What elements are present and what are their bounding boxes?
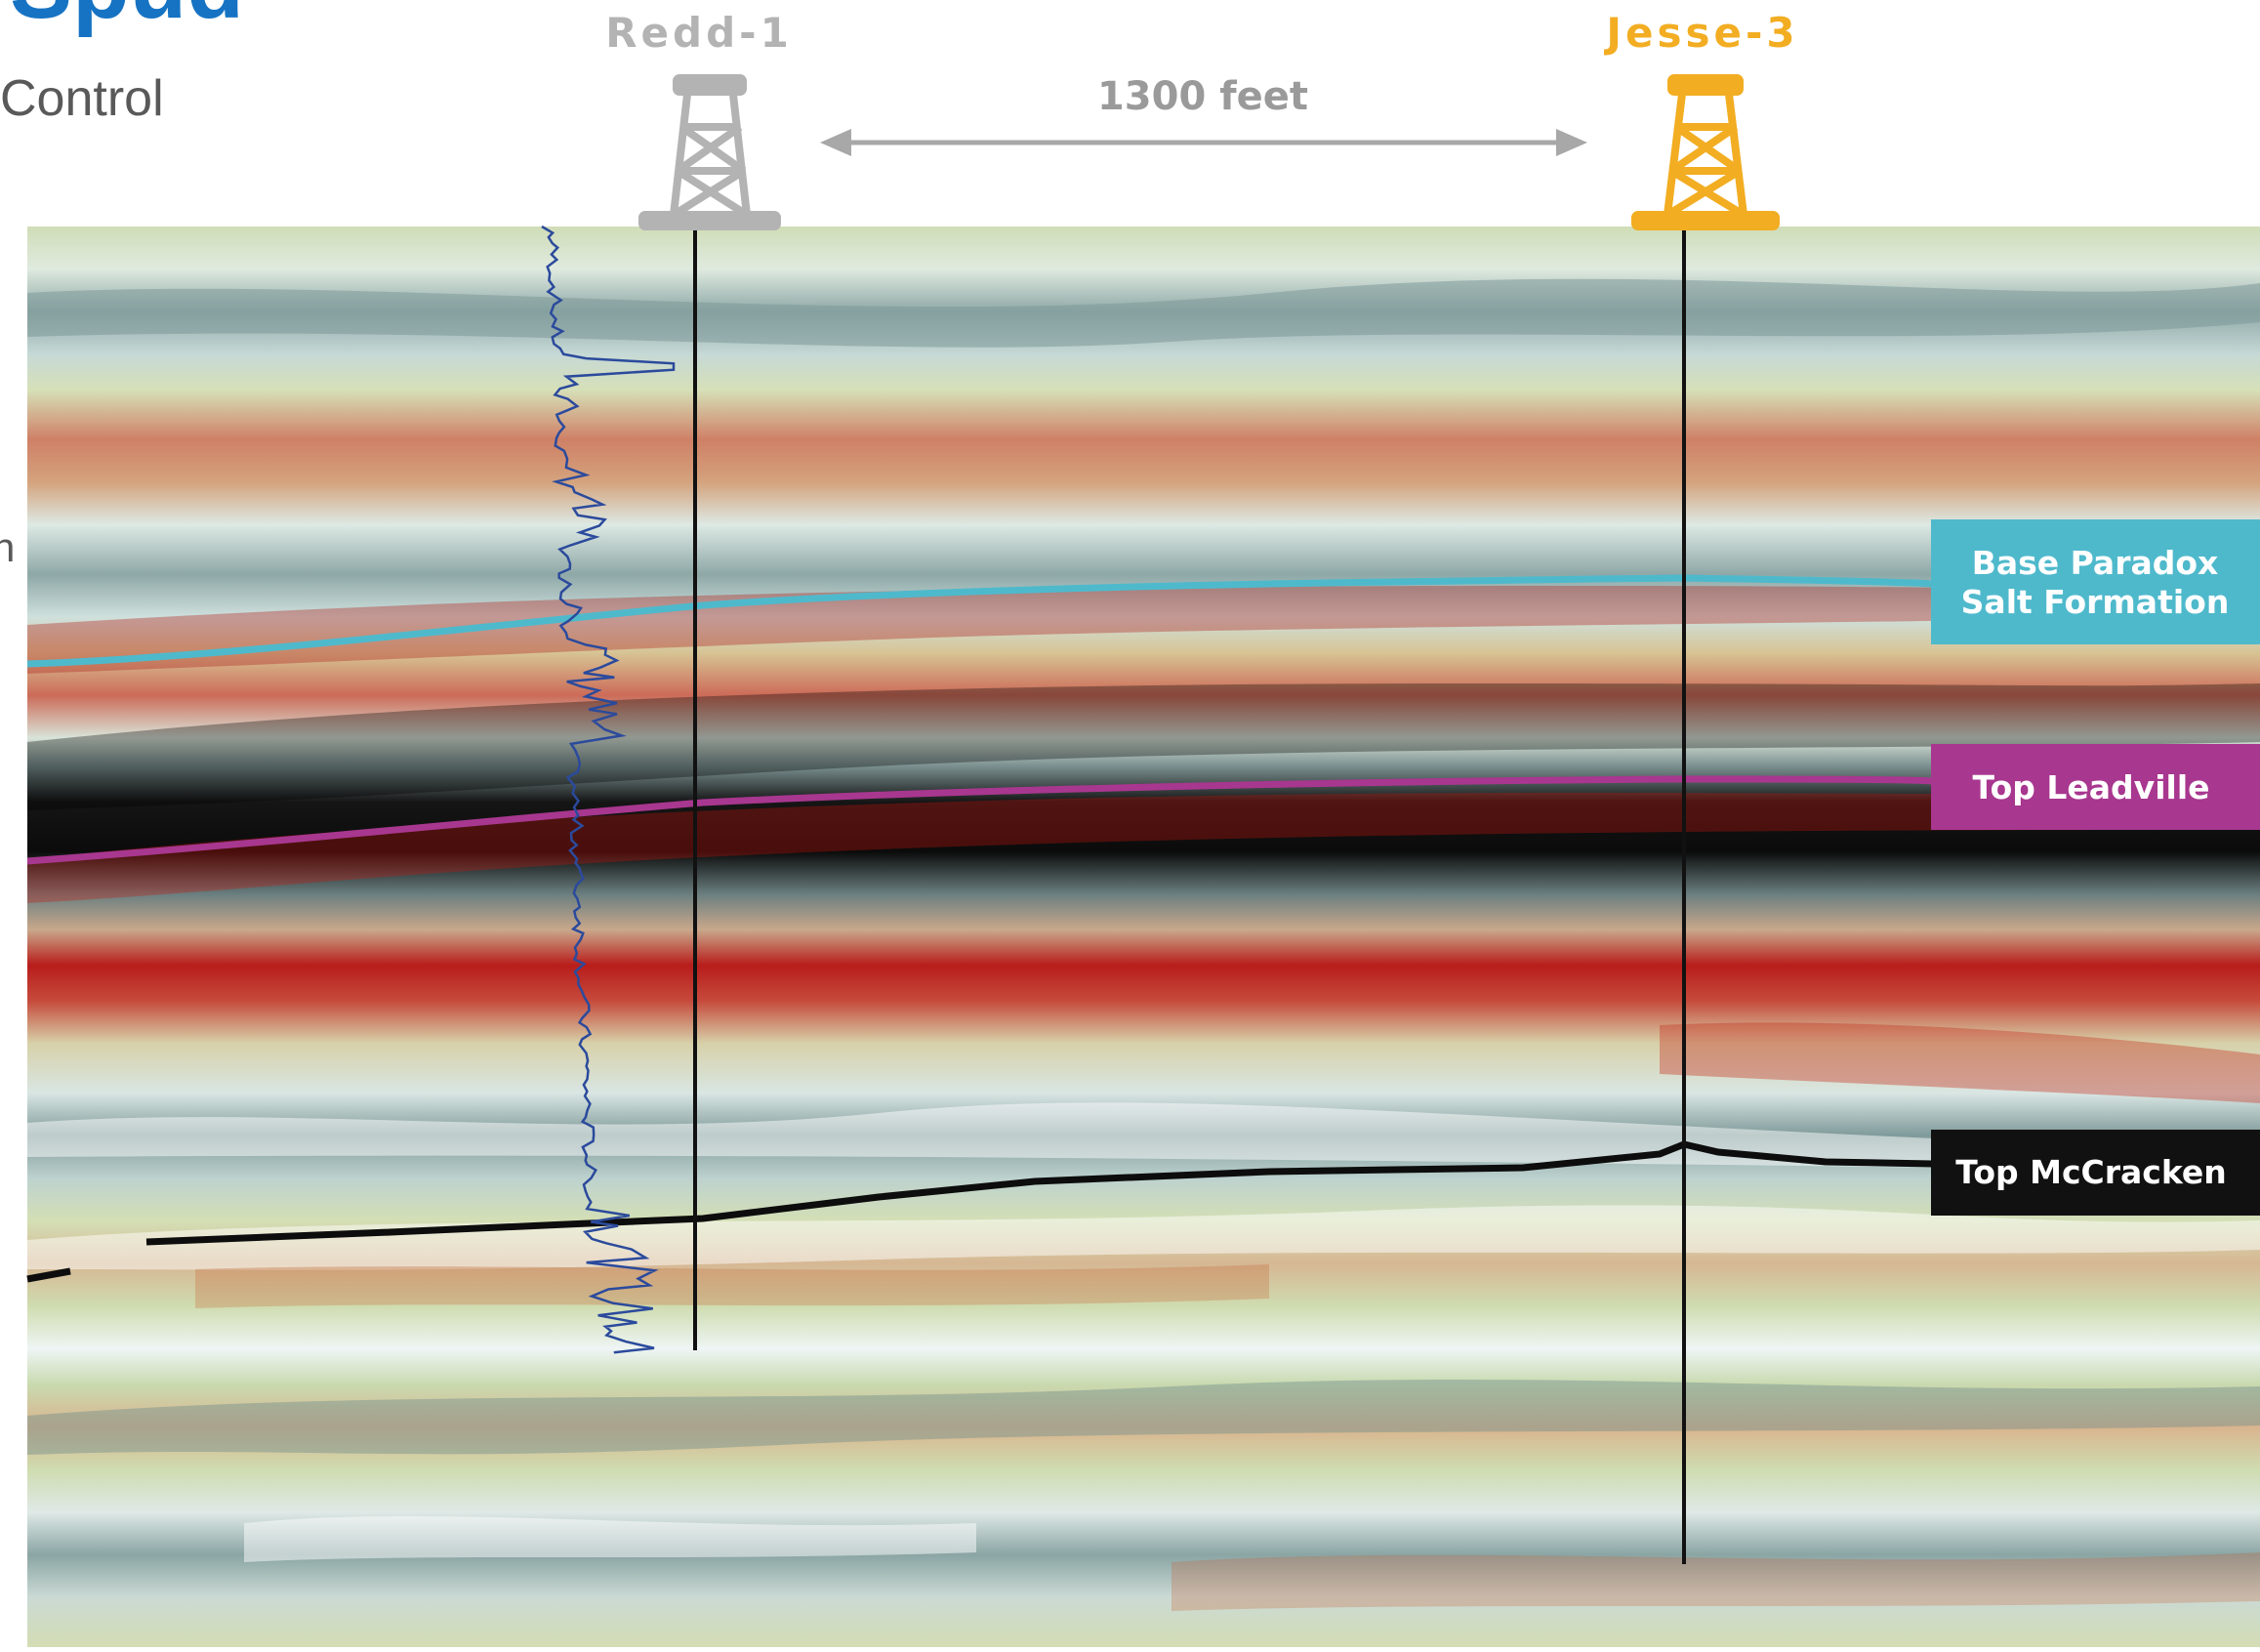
well-name-jesse-3: Jesse-3	[1603, 9, 1798, 57]
horizon-label-line: Top Leadville	[1972, 768, 2209, 806]
horizon-label-line: Base Paradox	[1972, 544, 2219, 582]
top-leadville-horizon-line	[26, 775, 1934, 865]
redd-1-derrick-icon	[638, 74, 781, 230]
distance-arrow	[820, 129, 1587, 156]
horizon-label-base-paradox-salt: Base Paradox Salt Formation	[1931, 519, 2260, 644]
horizon-label-top-leadville: Top Leadville	[1931, 744, 2260, 830]
edge-fragment: n	[0, 524, 15, 570]
seismic-texture	[27, 278, 2260, 1611]
horizon-label-line: Salt Formation	[1961, 583, 2230, 621]
redd-1-gamma-log	[541, 225, 676, 1354]
left-horizon-stub	[26, 1267, 71, 1283]
seismic-panel	[27, 227, 2260, 1647]
jesse-3-derrick-icon	[1631, 74, 1780, 230]
horizon-label-line: Top McCracken	[1955, 1153, 2227, 1191]
horizon-label-top-mccracken: Top McCracken	[1931, 1130, 2260, 1216]
top-mccracken-horizon-line	[145, 1140, 1934, 1246]
well-name-redd-1: Redd-1	[605, 9, 793, 57]
title-fragment: Spud	[10, 0, 244, 38]
base-paradox-salt-horizon-line	[26, 574, 1934, 668]
subtitle-fragment: Control	[0, 70, 164, 127]
seismic-base	[27, 227, 2260, 1647]
distance-label: 1300 feet	[1097, 74, 1308, 119]
